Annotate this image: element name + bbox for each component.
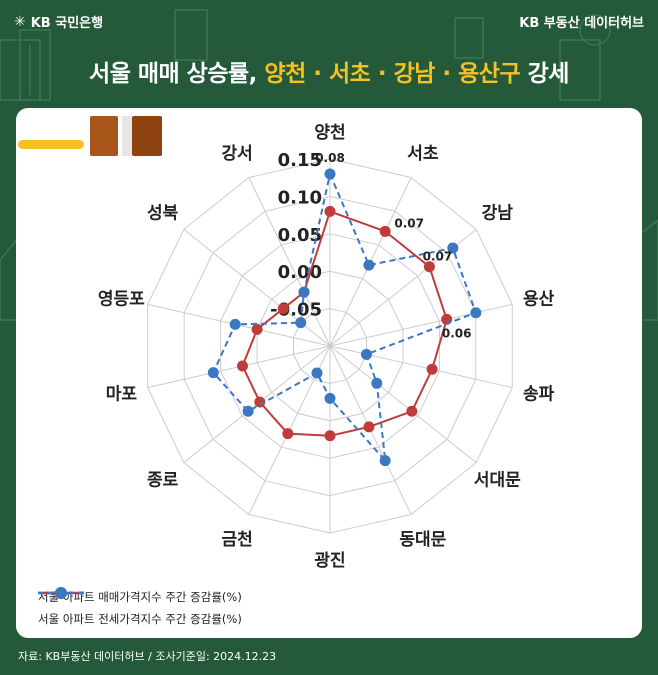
series-jeonse-point bbox=[207, 367, 219, 379]
kb-logo: ✳ KB 국민은행 bbox=[14, 12, 104, 32]
legend-label-jeonse: 서울 아파트 전세가격지수 주간 증감률(%) bbox=[38, 612, 242, 626]
logo-text: KB 국민은행 bbox=[30, 16, 104, 31]
series-jeonse-point bbox=[229, 318, 241, 330]
series-jeonse-point bbox=[324, 392, 336, 404]
data-label: 0.07 bbox=[423, 250, 453, 264]
tick-label: 0.05 bbox=[278, 225, 322, 246]
books-decoration bbox=[18, 116, 162, 156]
series-sale-point bbox=[282, 428, 294, 440]
category-label: 송파 bbox=[523, 385, 555, 405]
chart-legend: 서울 아파트 매매가격지수 주간 증감률(%) 서울 아파트 전세가격지수 주간… bbox=[38, 586, 242, 630]
category-label: 강서 bbox=[222, 144, 253, 164]
grid-spoke bbox=[329, 345, 477, 463]
title-highlight: 양천 · 서초 · 강남 · 용산구 bbox=[264, 61, 521, 87]
legend-swatch-jeonse bbox=[38, 587, 84, 599]
page-title: 서울 매매 상승률, 양천 · 서초 · 강남 · 용산구 강세 bbox=[0, 54, 658, 88]
legend-item-jeonse: 서울 아파트 전세가격지수 주간 증감률(%) bbox=[38, 587, 242, 630]
series-sale-point bbox=[236, 360, 248, 372]
category-label: 용산 bbox=[523, 289, 555, 309]
series-jeonse-point bbox=[379, 455, 391, 467]
tick-label: 0.10 bbox=[278, 187, 322, 208]
tick-label: 0.15 bbox=[278, 150, 322, 171]
category-label: 동대문 bbox=[399, 530, 446, 550]
source-note: 자료: KB부동산 데이터허브 / 조사기준일: 2024.12.23 bbox=[18, 650, 277, 663]
series-sale-point bbox=[251, 323, 263, 335]
category-label: 마포 bbox=[106, 385, 138, 405]
series-sale-point bbox=[426, 363, 438, 375]
series-jeonse-point bbox=[295, 317, 307, 329]
series-sale-point bbox=[324, 205, 336, 217]
series-sale-point bbox=[423, 261, 435, 273]
category-label: 광진 bbox=[314, 551, 345, 571]
category-label: 양천 bbox=[314, 123, 345, 143]
series-sale-point bbox=[254, 396, 266, 408]
grid-spoke bbox=[329, 303, 513, 347]
tick-label: -0.05 bbox=[270, 300, 322, 321]
series-jeonse-point bbox=[363, 259, 375, 271]
category-label: 서초 bbox=[407, 144, 439, 164]
series-jeonse-point bbox=[242, 405, 254, 417]
series-jeonse-point bbox=[360, 348, 372, 360]
brand-label: KB 부동산 데이터허브 bbox=[519, 16, 644, 31]
series-jeonse-point bbox=[298, 286, 310, 298]
series-jeonse-point bbox=[311, 367, 323, 379]
kb-star-icon: ✳ bbox=[14, 13, 26, 30]
series-sale-point bbox=[277, 303, 289, 315]
category-label: 강남 bbox=[482, 204, 514, 224]
series-sale-point bbox=[363, 421, 375, 433]
legend-label-sale: 서울 아파트 매매가격지수 주간 증감률(%) bbox=[38, 590, 242, 604]
category-label: 종로 bbox=[147, 470, 179, 490]
category-label: 영등포 bbox=[98, 289, 145, 309]
title-part1: 서울 매매 상승률, bbox=[89, 61, 265, 87]
title-part2: 강세 bbox=[520, 61, 570, 87]
data-label: 0.06 bbox=[442, 326, 472, 340]
series-sale-point bbox=[406, 405, 418, 417]
category-label: 금천 bbox=[222, 530, 253, 550]
series-jeonse-point bbox=[371, 377, 383, 389]
data-label: 0.08 bbox=[315, 151, 345, 165]
tick-label: 0.00 bbox=[278, 262, 322, 283]
category-label: 성북 bbox=[147, 204, 179, 224]
category-label: 서대문 bbox=[474, 470, 521, 490]
series-jeonse-point bbox=[324, 168, 336, 180]
series-jeonse-point bbox=[470, 307, 482, 319]
series-sale-point bbox=[324, 430, 336, 442]
grid-spoke bbox=[183, 229, 331, 347]
series-sale-point bbox=[379, 225, 391, 237]
series-jeonse-point bbox=[447, 242, 459, 254]
data-label: 0.07 bbox=[394, 216, 424, 230]
grid-spoke bbox=[248, 177, 331, 347]
grid-spoke bbox=[329, 345, 513, 389]
